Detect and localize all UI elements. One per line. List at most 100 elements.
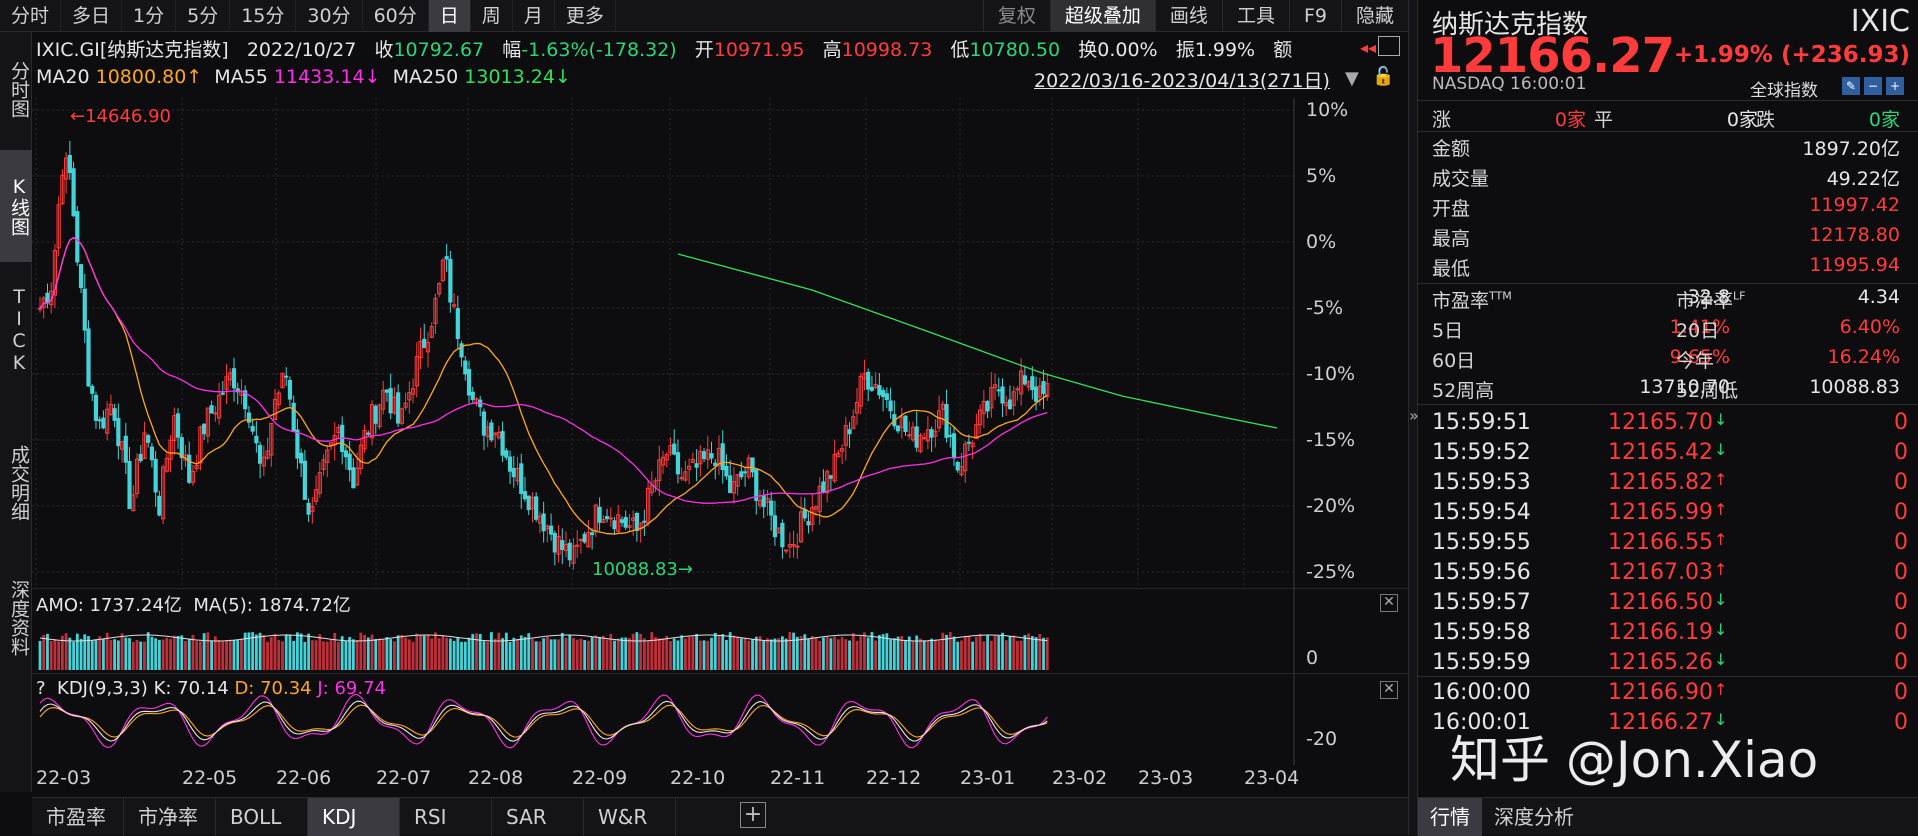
d20-label: 20日	[1676, 320, 1720, 342]
tick-time: 15:59:55	[1432, 530, 1531, 555]
tick-volume: 0	[1894, 530, 1908, 555]
toolbar-tab-0[interactable]: 复权	[982, 0, 1050, 32]
kdj-axis-label: -20	[1306, 728, 1337, 750]
tick-price: 12166.50	[1608, 590, 1713, 615]
candlestick-chart[interactable]: 10% 5% 0% -5% -10% -15% -20% -25% ←14646.90 10088…	[32, 98, 1408, 588]
left-tab-4[interactable]: 深度资料	[8, 580, 30, 656]
indicator-tab-0[interactable]: 市盈率	[32, 798, 124, 836]
period-tab-7[interactable]: 日	[428, 0, 471, 32]
tick-row: 15:59:57 12166.50 ↓ 0	[1432, 590, 1912, 620]
toolbar-tab-5[interactable]: 隐藏	[1340, 0, 1408, 32]
period-tab-6[interactable]: 60分	[363, 0, 429, 32]
d60-label: 60日	[1432, 350, 1476, 372]
period-tab-5[interactable]: 30分	[296, 0, 363, 32]
dropdown-arrow-icon[interactable]: ▼	[1345, 68, 1359, 89]
period-tab-10[interactable]: 更多	[555, 0, 616, 32]
period-tab-4[interactable]: 15分	[230, 0, 297, 32]
add-indicator-icon[interactable]: +	[740, 802, 766, 828]
period-tab-3[interactable]: 5分	[176, 0, 231, 32]
pb-label: 市净率LF	[1676, 289, 1746, 312]
x-tick-label: 23-04	[1244, 767, 1300, 789]
indicator-tab-6[interactable]: W&R	[584, 798, 676, 836]
w52-low-value: 10088.83	[1809, 376, 1900, 398]
plus-icon[interactable]: +	[1886, 77, 1904, 95]
arrow-up-icon: ↑	[1714, 470, 1728, 489]
collapse-arrow-icon[interactable]: »	[1409, 406, 1419, 425]
period-tab-bar: 分时 多日 1分 5分 15分 30分 60分日周月更多 复权 超级叠加 画线 工具 F9 隐藏	[0, 0, 1408, 32]
d5-value: 1.41%	[1669, 316, 1730, 338]
low-value: 10780.50	[969, 39, 1061, 61]
minus-icon[interactable]: −	[1864, 77, 1882, 95]
left-tab-1[interactable]: K线图	[0, 150, 32, 262]
ma55-value: 11433.14↓	[273, 66, 381, 88]
turnover-value: 0.00%	[1097, 39, 1158, 61]
arrow-up-icon: ↑	[1714, 500, 1728, 519]
left-view-tabs: 分时图 K线图 TICK 成交明细深度资料	[0, 32, 32, 792]
left-tab-3[interactable]: 成交明细	[8, 445, 30, 521]
panel-splitter[interactable]	[1408, 0, 1418, 835]
change-label: 幅	[502, 39, 522, 61]
tick-row: 15:59:56 12167.03 ↑ 0	[1432, 560, 1912, 590]
popout-icon[interactable]	[1378, 36, 1400, 56]
tick-time: 15:59:52	[1432, 440, 1531, 465]
arrow-down-icon: ↓	[1714, 620, 1728, 639]
tick-row: 15:59:54 12165.99 ↑ 0	[1432, 500, 1912, 530]
price-change: +1.99% (+236.93)	[1673, 42, 1910, 68]
kdj-help-icon[interactable]: ?	[36, 678, 46, 699]
period-tab-1[interactable]: 多日	[61, 0, 123, 32]
x-tick-label: 23-02	[1052, 767, 1108, 789]
bar-date: 2022/10/27	[246, 39, 357, 61]
y-tick-label: -10%	[1306, 363, 1355, 385]
left-tab-2[interactable]: TICK	[8, 286, 30, 374]
close-kdj-icon[interactable]: ✕	[1380, 681, 1398, 699]
open-value: 10971.95	[713, 39, 805, 61]
right-tab-1[interactable]: 深度分析	[1494, 805, 1574, 829]
ma20-label: MA20	[36, 66, 90, 88]
period-tab-0[interactable]: 分时	[0, 0, 62, 32]
close-amo-icon[interactable]: ✕	[1380, 594, 1398, 612]
arrow-down-icon: ↓	[1714, 710, 1728, 729]
toolbar-tab-4[interactable]: F9	[1288, 0, 1341, 32]
kdj-chart[interactable]: -20	[32, 673, 1408, 765]
amplitude-value: 1.99%	[1194, 39, 1256, 61]
watermark: 知乎 @Jon.Xiao	[1450, 731, 1819, 789]
pe-value: 32.8	[1687, 286, 1730, 308]
tick-time: 15:59:54	[1432, 500, 1531, 525]
global-index-label[interactable]: 全球指数	[1750, 81, 1818, 101]
tick-row: 15:59:53 12165.82 ↑ 0	[1432, 470, 1912, 500]
d5-label: 5日	[1432, 320, 1464, 342]
open-label: 开	[694, 39, 714, 61]
date-range-selector[interactable]: 2022/03/16-2023/04/13(271日)	[1034, 70, 1330, 92]
tick-price: 12165.82	[1608, 470, 1713, 495]
right-tab-0[interactable]: 行情	[1418, 798, 1482, 836]
indicator-tab-2[interactable]: BOLL	[216, 798, 308, 836]
period-tab-9[interactable]: 月	[513, 0, 555, 32]
left-tab-0[interactable]: 分时图	[8, 60, 30, 118]
indicator-tab-5[interactable]: SAR	[492, 798, 584, 836]
y-tick-label: -25%	[1306, 561, 1355, 583]
tick-row: 15:59:59 12165.26 ↓ 0	[1432, 650, 1912, 680]
toolbar-tab-1[interactable]: 超级叠加	[1049, 0, 1155, 32]
x-tick-label: 22-05	[182, 767, 238, 789]
period-low-label: 10088.83→	[592, 559, 693, 580]
ma-legend: MA20 10800.80↑ MA55 11433.14↓ MA250 1301…	[36, 66, 571, 88]
indicator-tab-3[interactable]: KDJ	[308, 798, 400, 836]
ma20-value: 10800.80↑	[95, 66, 203, 88]
indicator-tab-4[interactable]: RSI	[400, 798, 492, 836]
indicator-tab-1[interactable]: 市净率	[124, 798, 216, 836]
kdj-j-value: J: 69.74	[317, 678, 386, 699]
index-name: 纳斯达克指数	[1432, 10, 1589, 40]
edit-icon[interactable]: ✎	[1842, 77, 1860, 95]
period-tab-2[interactable]: 1分	[122, 0, 177, 32]
toolbar-tab-2[interactable]: 画线	[1154, 0, 1222, 32]
indicator-tab-bar: 市盈率 市净率 BOLL KDJ RSI SAR W&R	[32, 797, 1408, 836]
toolbar-tab-3[interactable]: 工具	[1221, 0, 1289, 32]
y-tick-label: 10%	[1306, 99, 1348, 121]
more-info-icon[interactable]: ◂◂	[1360, 38, 1377, 57]
low-label: 低	[950, 39, 970, 61]
w52-high-label: 52周高	[1432, 380, 1495, 402]
lock-icon[interactable]: 🔓	[1372, 66, 1395, 87]
amount-chart[interactable]: 0	[32, 588, 1408, 673]
period-tab-8[interactable]: 周	[471, 0, 513, 32]
high-label: 最高	[1432, 228, 1471, 250]
